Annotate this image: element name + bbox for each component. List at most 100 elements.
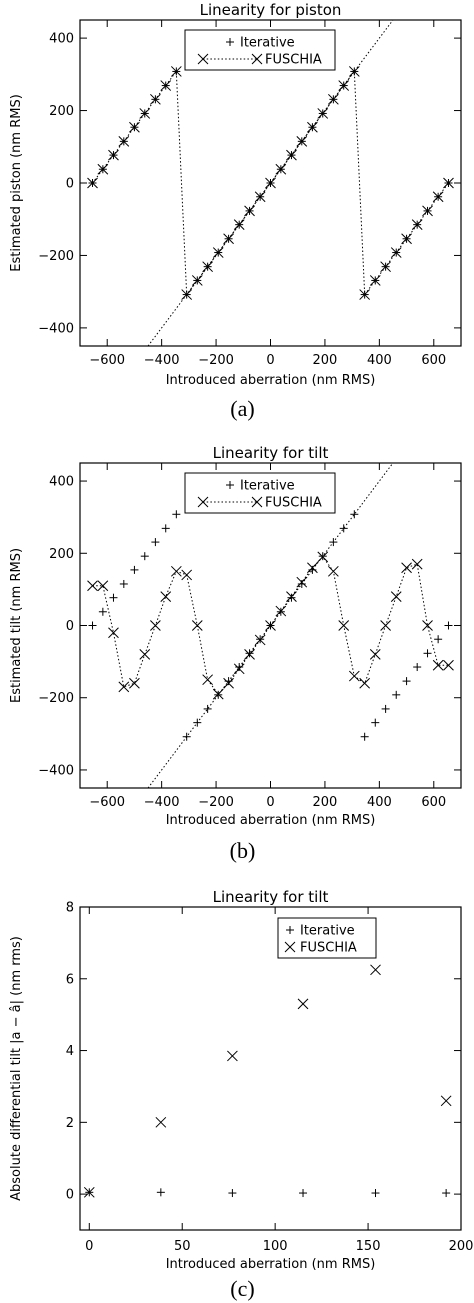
cross-marker xyxy=(369,649,381,660)
y-axis-title: Estimated tilt (nm RMS) xyxy=(9,548,24,703)
panel-label: (c) xyxy=(230,1276,254,1301)
legend: Iterative FUSCHIA xyxy=(184,29,336,71)
plus-marker xyxy=(214,690,223,699)
cross-marker xyxy=(150,620,161,631)
legend-label: FUSCHIA xyxy=(265,496,322,511)
legend-label: Iterative xyxy=(300,924,355,939)
x-tick-label: 400 xyxy=(367,795,392,810)
cross-marker xyxy=(244,205,255,217)
y-tick-label: 0 xyxy=(66,177,74,192)
cross-marker xyxy=(296,135,308,147)
cross-marker xyxy=(359,289,371,300)
legend: Iterative FUSCHIA xyxy=(184,472,336,514)
plus-marker xyxy=(203,704,212,713)
plot-frame xyxy=(79,906,462,1231)
cross-marker xyxy=(359,677,371,689)
plus-marker xyxy=(235,663,244,672)
legend-item-iterative: Iterative xyxy=(226,36,295,51)
cross-marker xyxy=(181,289,193,300)
chart-panel-2: Linearity for tilt −600 −400 −200 0 200 400 600… xyxy=(9,444,462,863)
plus-marker xyxy=(423,649,432,658)
x-tick-label: 200 xyxy=(313,353,338,368)
plus-marker xyxy=(413,663,422,672)
plus-marker xyxy=(297,579,306,588)
plus-marker xyxy=(392,690,401,699)
y-tick-label: 400 xyxy=(49,475,74,490)
cross-marker xyxy=(191,275,203,286)
plus-marker xyxy=(245,649,254,658)
y-tick-label: 200 xyxy=(49,104,74,119)
plus-marker xyxy=(299,1189,308,1198)
cross-marker xyxy=(422,205,433,217)
x-tick-label: 50 xyxy=(174,1239,191,1254)
x-tick-label: 200 xyxy=(313,795,338,810)
x-axis-title: Introduced aberration (nm RMS) xyxy=(166,1257,376,1272)
cross-marker xyxy=(139,649,151,660)
cross-marker xyxy=(244,649,255,660)
cross-marker xyxy=(275,605,287,617)
legend-label: Iterative xyxy=(240,36,295,51)
reference-line xyxy=(147,463,394,788)
x-tick-label: −200 xyxy=(198,353,234,368)
cross-marker xyxy=(155,1116,167,1128)
cross-marker xyxy=(328,565,339,577)
plus-marker xyxy=(228,1189,237,1198)
cross-marker xyxy=(191,620,203,631)
plus-marker xyxy=(442,1189,451,1198)
cross-marker xyxy=(286,591,297,602)
plus-marker xyxy=(276,607,285,616)
x-tick-label: −600 xyxy=(89,353,125,368)
legend-cross-marker xyxy=(197,496,209,508)
cross-marker xyxy=(317,108,329,119)
legend-cross-marker xyxy=(197,53,209,65)
cross-marker xyxy=(286,149,297,161)
cross-marker xyxy=(297,998,309,1010)
panel-label: (b) xyxy=(230,838,256,863)
cross-marker xyxy=(390,591,402,602)
legend-box xyxy=(184,472,336,514)
cross-marker xyxy=(83,1186,95,1198)
cross-marker xyxy=(108,149,119,161)
cross-marker xyxy=(223,677,234,689)
x-tick-label: 0 xyxy=(85,1239,93,1254)
cross-marker xyxy=(202,674,213,686)
plus-marker xyxy=(156,1188,165,1197)
cross-marker xyxy=(118,681,130,693)
cross-marker xyxy=(440,1095,452,1107)
plot-area xyxy=(87,463,454,788)
cross-marker xyxy=(254,634,266,646)
cross-marker xyxy=(87,177,98,189)
plus-marker xyxy=(119,579,128,588)
legend-label: Iterative xyxy=(240,479,295,494)
y-tick-label: 0 xyxy=(66,1188,74,1203)
cross-marker xyxy=(170,565,182,577)
x-tick-label: 150 xyxy=(356,1239,381,1254)
y-tick-label: 8 xyxy=(66,901,74,916)
legend-item-iterative: Iterative xyxy=(286,924,355,939)
chart-panel-1: Linearity for piston −600 −400 −200 0 200 400 6… xyxy=(9,1,462,421)
x-tick-label: −400 xyxy=(144,795,180,810)
cross-marker xyxy=(380,261,391,273)
cross-marker xyxy=(307,121,318,133)
cross-marker xyxy=(338,620,350,631)
x-tick-label: −400 xyxy=(144,353,180,368)
legend-plus-marker xyxy=(226,38,234,46)
cross-marker xyxy=(443,659,454,671)
series-iterative xyxy=(85,1188,451,1198)
cross-marker xyxy=(348,66,360,77)
legend-item-fuschia: FUSCHIA xyxy=(197,53,322,68)
cross-marker xyxy=(87,580,98,592)
legend-cross-marker xyxy=(251,53,263,65)
plus-marker xyxy=(172,510,181,519)
legend-item-iterative: Iterative xyxy=(226,479,295,494)
series-fuschia xyxy=(87,66,454,300)
plus-marker xyxy=(371,718,380,727)
cross-marker xyxy=(118,135,130,147)
chart-title: Linearity for piston xyxy=(200,1,342,19)
plus-marker xyxy=(360,732,369,741)
x-tick-label: 0 xyxy=(266,795,274,810)
cross-marker xyxy=(380,620,391,631)
y-axis-title: Estimated piston (nm RMS) xyxy=(9,94,24,272)
plus-marker xyxy=(402,677,411,686)
